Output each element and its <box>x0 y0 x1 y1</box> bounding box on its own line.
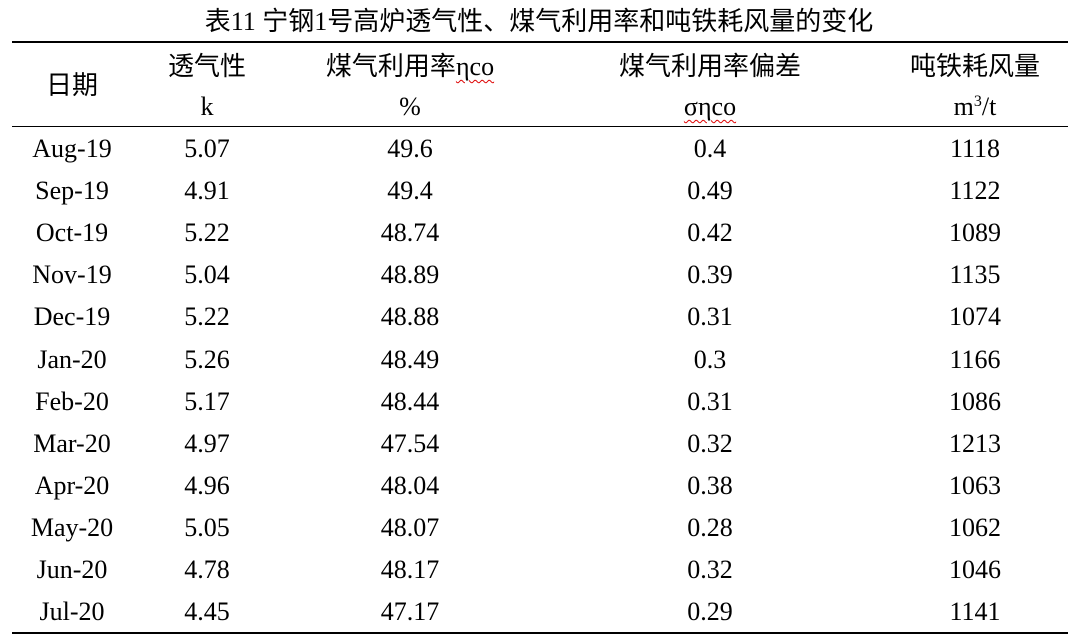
table-cell: 1089 <box>949 218 1001 248</box>
table-cell: 5.22 <box>184 218 230 248</box>
table-cell: 0.28 <box>687 512 733 542</box>
table-cell: Jan-20 <box>37 344 107 374</box>
table-cell: 4.96 <box>184 470 230 500</box>
table-cell: Aug-19 <box>32 134 112 163</box>
table-cell: 0.3 <box>693 344 727 374</box>
header-text: 吨铁耗风量 <box>909 52 1041 81</box>
table-cell: 0.49 <box>687 176 733 206</box>
table-cell: 47.17 <box>380 597 440 627</box>
table-cell: 1141 <box>949 597 1001 627</box>
table-title: 表11 宁钢1号高炉透气性、煤气利用率和吨铁耗风量的变化 <box>204 7 874 36</box>
bottom-rule <box>12 632 1068 634</box>
table-cell: 0.42 <box>687 218 733 248</box>
table-cell: 4.45 <box>184 597 230 627</box>
table-cell: Jun-20 <box>36 555 108 584</box>
unit-text: k <box>200 92 214 121</box>
unit-text: % <box>399 92 421 121</box>
unit-sup: 3 <box>973 93 982 110</box>
table-cell: 1166 <box>949 344 1001 374</box>
table-cell: 48.88 <box>380 302 440 332</box>
table-cell: 5.17 <box>184 386 230 416</box>
header-text: 日期 <box>45 71 99 100</box>
table-cell: 1135 <box>949 260 1001 290</box>
table-cell: 48.07 <box>380 512 440 542</box>
table-cell: 0.32 <box>687 428 733 458</box>
table-cell: 5.22 <box>184 302 230 332</box>
header-unit: m3/t <box>954 94 997 120</box>
header-text: 煤气利用率偏差 <box>618 52 802 81</box>
header-symbol: ηco <box>455 52 495 81</box>
header-unit: k <box>201 94 214 120</box>
table-cell: 1213 <box>949 428 1001 458</box>
table-cell: 48.17 <box>380 555 440 584</box>
table-cell: 1122 <box>949 176 1001 206</box>
header-label: 日期 <box>46 73 98 99</box>
header-text: 煤气利用率 <box>325 52 456 81</box>
table-cell: 49.4 <box>387 176 433 206</box>
table-cell: Apr-20 <box>34 470 110 500</box>
table-cell: 5.26 <box>184 344 230 374</box>
table-cell: Jul-20 <box>39 597 105 627</box>
table-cell: 47.54 <box>380 428 440 458</box>
table-cell: Feb-20 <box>35 386 109 416</box>
table-cell: 0.31 <box>687 302 733 332</box>
table-cell: 48.04 <box>380 470 440 500</box>
table-cell: 48.89 <box>380 260 440 290</box>
table-cell: 1086 <box>949 386 1001 416</box>
table-cell: 48.74 <box>380 218 440 248</box>
table-cell: 48.44 <box>380 386 440 416</box>
table-cell: 49.6 <box>387 134 433 163</box>
table-cell: Oct-19 <box>35 218 109 248</box>
top-rule <box>12 41 1068 43</box>
table-cell: Dec-19 <box>33 302 111 332</box>
unit-text: σηco <box>683 92 737 121</box>
header-unit: % <box>399 94 421 120</box>
table-cell: Nov-19 <box>32 260 112 290</box>
header-label: 吨铁耗风量 <box>910 54 1040 80</box>
table-cell: 4.78 <box>184 555 230 584</box>
header-text: 透气性 <box>167 52 247 81</box>
table-cell: 0.29 <box>687 597 733 627</box>
table-cell: May-20 <box>30 512 114 542</box>
table-cell: 1118 <box>949 134 1001 163</box>
unit-rest: /t <box>981 92 997 121</box>
table-cell: 0.39 <box>687 260 733 290</box>
table-cell: 4.91 <box>184 176 230 206</box>
header-unit: σηco <box>684 94 736 120</box>
header-label: 透气性 <box>168 54 246 80</box>
table-cell: 0.38 <box>687 470 733 500</box>
header-rule <box>12 126 1068 127</box>
header-label: 煤气利用率偏差 <box>619 54 801 80</box>
table-cell: 5.07 <box>184 134 230 163</box>
table-cell: 1074 <box>949 302 1001 332</box>
table-cell: 5.05 <box>184 512 230 542</box>
table-cell: 1063 <box>949 470 1001 500</box>
table-cell: 1046 <box>949 555 1001 584</box>
table-cell: 48.49 <box>380 344 440 374</box>
table-cell: 1062 <box>949 512 1001 542</box>
table-cell: 0.31 <box>687 386 733 416</box>
header-label: 煤气利用率ηco <box>326 54 494 80</box>
table-cell: Mar-20 <box>33 428 111 458</box>
unit-base: m <box>953 92 974 121</box>
table-cell: Sep-19 <box>35 176 109 206</box>
table-cell: 4.97 <box>184 428 230 458</box>
table-cell: 0.32 <box>687 555 733 584</box>
table-cell: 0.4 <box>693 134 727 163</box>
table-cell: 5.04 <box>184 260 230 290</box>
